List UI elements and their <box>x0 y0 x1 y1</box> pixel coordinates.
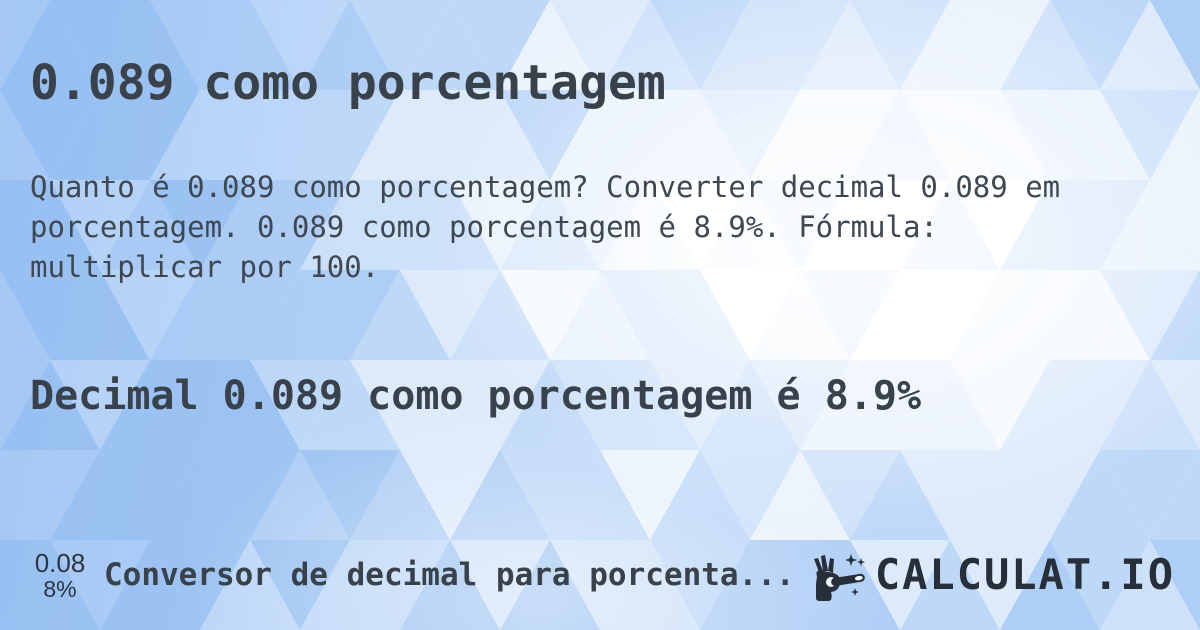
decimal-to-percent-icon-bottom: 8% <box>43 575 77 602</box>
decimal-to-percent-icon-top: 0.08 <box>34 547 86 578</box>
description-line: Quanto é 0.089 como porcentagem? Convert… <box>30 170 1061 204</box>
category-label: Conversor de decimal para porcenta... <box>104 557 795 593</box>
brand-logo: CALCULAT.IO <box>807 546 1175 604</box>
subheading: Decimal 0.089 como porcentagem é 8.9% <box>30 373 922 420</box>
description-line: porcentagem. 0.089 como porcentagem é 8.… <box>30 210 938 244</box>
description-line: multiplicar por 100. <box>30 250 380 284</box>
footer: 0.08 8% Conversor de decimal para porcen… <box>26 546 1175 604</box>
page-title: 0.089 como porcentagem <box>30 55 666 112</box>
brand-name: CALCULAT.IO <box>874 550 1175 599</box>
magic-wand-icon <box>813 554 865 601</box>
decimal-to-percent-icon: 0.08 8% <box>26 547 94 602</box>
description: Quanto é 0.089 como porcentagem? Convert… <box>30 167 1060 287</box>
